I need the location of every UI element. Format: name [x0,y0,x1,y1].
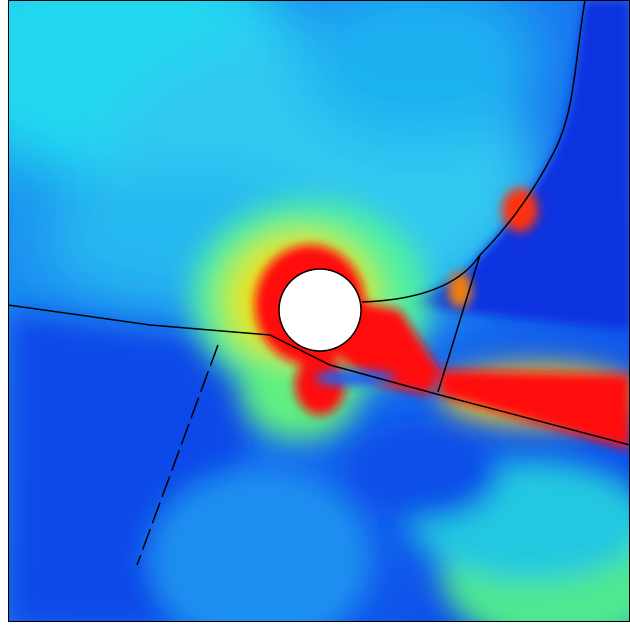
page [0,0,630,630]
hole [279,269,361,351]
field-plot [0,0,630,630]
field [0,0,630,630]
